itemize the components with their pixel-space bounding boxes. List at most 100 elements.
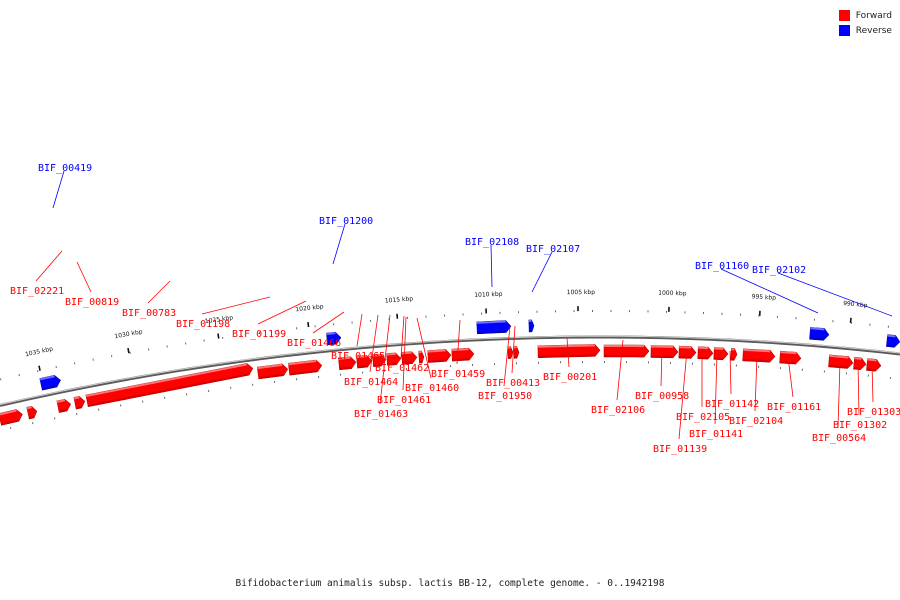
forward-gene-glyph[interactable] (828, 354, 854, 369)
forward-gene-glyph[interactable] (85, 362, 254, 408)
gene-label[interactable]: BIF_00564 (812, 433, 866, 444)
gene-label[interactable]: BIF_01462 (375, 363, 429, 374)
leader-line (76, 261, 92, 293)
legend-item-reverse[interactable]: Reverse (838, 23, 892, 38)
minor-tick-lower (801, 368, 803, 371)
forward-gene-glyph[interactable] (537, 344, 601, 358)
tick-label: 1005 kbp (567, 289, 596, 296)
gene-label[interactable]: BIF_01142 (705, 399, 759, 410)
gene-label[interactable]: BIF_01303 (847, 407, 900, 418)
forward-gene-glyph[interactable] (288, 359, 323, 376)
gene-label[interactable]: BIF_01200 (319, 216, 373, 227)
minor-tick-lower (779, 367, 781, 370)
forward-gene-glyph[interactable] (866, 358, 882, 372)
forward-gene-glyph[interactable] (356, 354, 373, 369)
gene-label[interactable]: BIF_02102 (752, 265, 806, 276)
gene-label[interactable]: BIF_00413 (486, 378, 540, 389)
reverse-gene-glyph[interactable] (326, 331, 342, 346)
minor-tick (129, 351, 131, 354)
gene-label[interactable]: BIF_02106 (591, 405, 645, 416)
gene-label[interactable]: BIF_01302 (833, 420, 887, 431)
gene-label[interactable]: BIF_02104 (729, 416, 783, 427)
minor-tick (481, 312, 483, 315)
forward-gene-glyph[interactable] (427, 349, 452, 363)
gene-label[interactable]: BIF_01950 (478, 391, 532, 402)
gene-label[interactable]: BIF_02105 (676, 412, 730, 423)
forward-gene-glyph[interactable] (742, 348, 776, 363)
minor-tick-lower (647, 361, 649, 364)
minor-tick (425, 315, 427, 318)
minor-tick-lower (98, 408, 100, 411)
leader-line (837, 361, 841, 429)
reverse-gene-glyph[interactable] (528, 319, 535, 333)
gene-label[interactable]: BIF_02108 (465, 237, 519, 248)
leader-line (52, 170, 65, 209)
forward-gene-glyph[interactable] (0, 408, 24, 426)
forward-gene-glyph[interactable] (650, 345, 679, 359)
gene-label[interactable]: BIF_00958 (635, 391, 689, 402)
tick-label: 1015 kbp (385, 295, 414, 304)
forward-gene-glyph[interactable] (603, 344, 650, 358)
gene-label[interactable]: BIF_01199 (232, 329, 286, 340)
gene-label[interactable]: BIF_01463 (354, 409, 408, 420)
tick-label: 995 kbp (751, 293, 776, 301)
forward-gene-glyph[interactable] (73, 395, 86, 410)
minor-tick (407, 316, 409, 319)
forward-gene-glyph[interactable] (678, 345, 697, 359)
forward-gene-glyph[interactable] (386, 352, 402, 366)
gene-label[interactable]: BIF_01464 (344, 377, 398, 388)
gene-label[interactable]: BIF_00819 (65, 297, 119, 308)
forward-gene-glyph[interactable] (730, 347, 738, 361)
minor-tick-lower (252, 383, 254, 386)
minor-tick-lower (208, 389, 210, 392)
gene-label[interactable]: BIF_01466 (287, 338, 341, 349)
forward-gene-glyph[interactable] (372, 353, 387, 367)
gene-label[interactable]: BIF_01160 (695, 261, 749, 272)
forward-gene-glyph[interactable] (513, 346, 520, 359)
gene-label[interactable]: BIF_01460 (405, 383, 459, 394)
minor-tick (18, 374, 20, 377)
minor-tick-lower (450, 365, 452, 368)
forward-gene-glyph[interactable] (418, 350, 425, 364)
gene-label[interactable]: BIF_01139 (653, 444, 707, 455)
gene-label[interactable]: BIF_01141 (689, 429, 743, 440)
forward-gene-glyph[interactable] (26, 405, 38, 420)
minor-tick (628, 310, 630, 313)
forward-gene-glyph[interactable] (507, 346, 514, 359)
reverse-gene-glyph[interactable] (809, 327, 830, 341)
minor-tick (240, 334, 242, 337)
tick-label: 1035 kbp (25, 345, 54, 358)
forward-gene-glyph[interactable] (713, 347, 729, 361)
gene-label[interactable]: BIF_01198 (176, 319, 230, 330)
forward-swatch-icon (838, 10, 850, 21)
tick-label: 1010 kbp (474, 291, 503, 299)
forward-gene-glyph[interactable] (338, 356, 357, 371)
legend-item-forward[interactable]: Forward (838, 8, 892, 23)
genome-backbone-highlight (0, 335, 900, 406)
forward-gene-glyph[interactable] (697, 346, 714, 360)
major-tick: 1020 kbp (295, 303, 324, 328)
forward-gene-glyph[interactable] (401, 351, 418, 365)
gene-label[interactable]: BIF_02107 (526, 244, 580, 255)
minor-tick (55, 366, 57, 369)
gene-label[interactable]: BIF_00419 (38, 163, 92, 174)
forward-gene-glyph[interactable] (779, 350, 802, 365)
reverse-gene-glyph[interactable] (886, 334, 900, 348)
forward-gene-glyph[interactable] (853, 356, 867, 371)
forward-gene-glyph[interactable] (256, 363, 289, 380)
gene-label[interactable]: BIF_01161 (767, 402, 821, 413)
reverse-gene-glyph[interactable] (39, 374, 62, 391)
forward-gene-glyph[interactable] (451, 347, 475, 362)
gene-label[interactable]: BIF_00201 (543, 372, 597, 383)
gene-label[interactable]: BIF_01459 (431, 369, 485, 380)
leader-line (777, 272, 893, 317)
tick-label: 990 kbp (843, 300, 868, 309)
gene-label[interactable]: BIF_01465 (331, 351, 385, 362)
gene-label[interactable]: BIF_01461 (377, 395, 431, 406)
gene-label[interactable]: BIF_00783 (122, 308, 176, 319)
forward-gene-glyph[interactable] (56, 398, 72, 413)
leader-line (201, 296, 271, 315)
tick-label: 1025 kbp (205, 314, 234, 325)
gene-label[interactable]: BIF_02221 (10, 286, 64, 297)
reverse-gene-glyph[interactable] (476, 320, 512, 335)
